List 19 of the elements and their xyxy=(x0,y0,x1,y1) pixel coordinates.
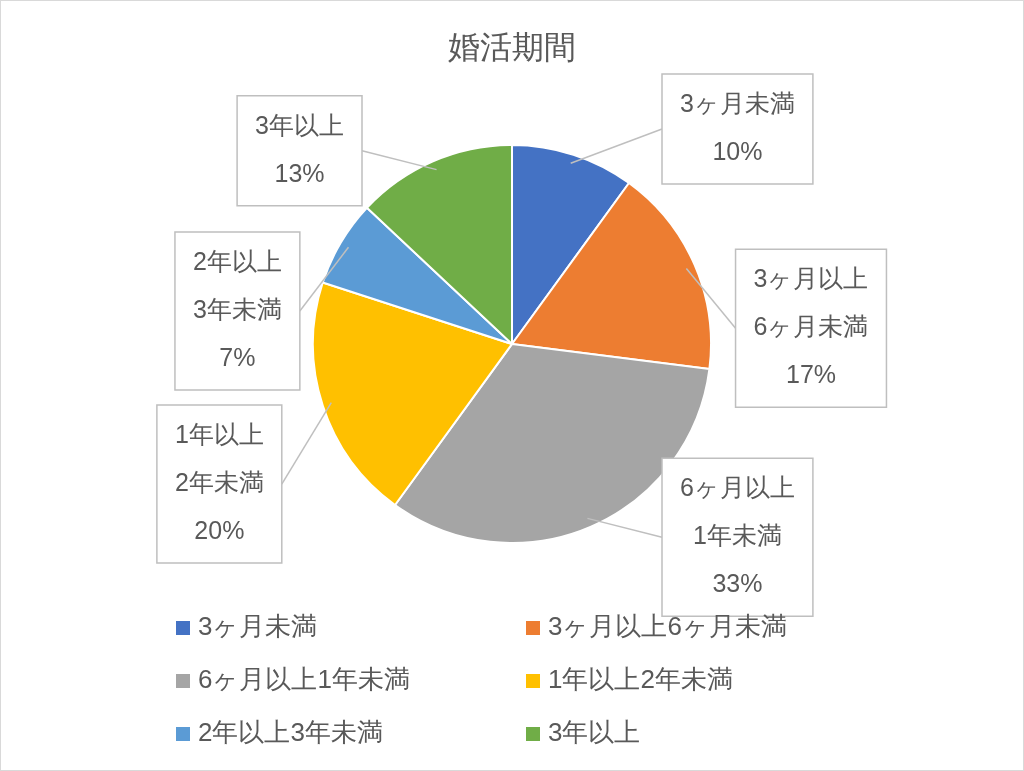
data-label: 7% xyxy=(219,342,256,371)
legend-label: 3ヶ月以上6ヶ月未満 xyxy=(548,611,787,642)
data-label: 33% xyxy=(712,569,763,598)
legend-label: 2年以上3年未満 xyxy=(198,717,383,748)
data-label: 17% xyxy=(785,360,837,389)
slice-label: 6ヶ月以上1年未満 xyxy=(680,473,795,550)
data-label: 20% xyxy=(194,515,245,544)
legend-label: 6ヶ月以上1年未満 xyxy=(198,664,410,695)
slice-label: 2年以上3年未満 xyxy=(192,246,282,323)
slice-label: 1年以上2年未満 xyxy=(174,419,264,496)
data-label: 10% xyxy=(712,136,763,165)
chart-title: 婚活期間 xyxy=(448,28,576,65)
slice-label: 3ヶ月未満 xyxy=(680,88,795,117)
legend-label: 1年以上2年未満 xyxy=(548,664,733,695)
legend-label: 3年以上 xyxy=(548,717,641,748)
slice-label: 3年以上 xyxy=(255,110,344,139)
legend-label: 3ヶ月未満 xyxy=(198,611,318,642)
slice-label: 3ヶ月以上6ヶ月未満 xyxy=(753,264,869,341)
data-label: 13% xyxy=(274,158,325,187)
